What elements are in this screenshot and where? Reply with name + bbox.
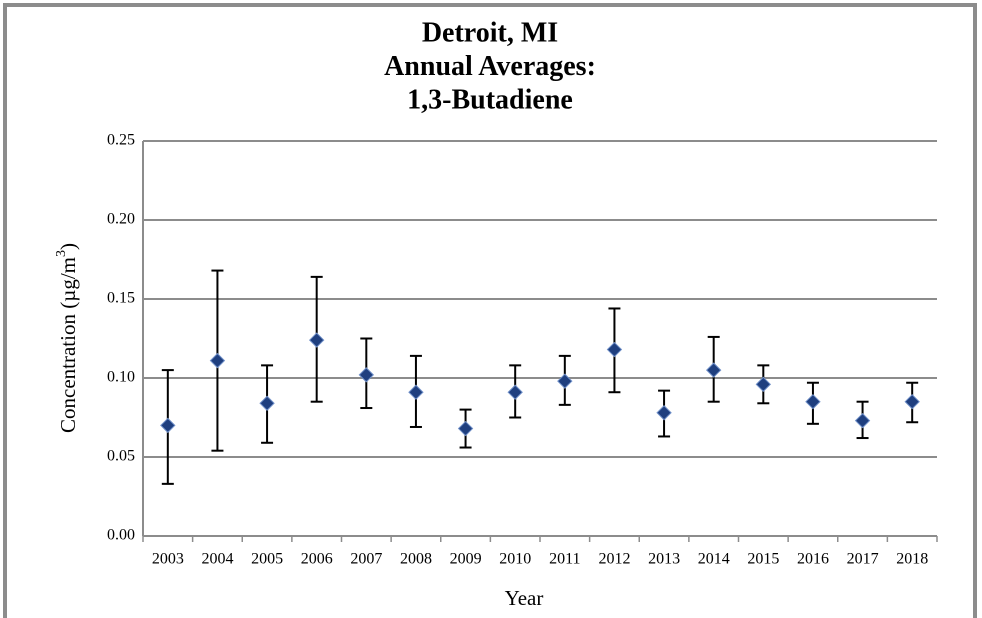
x-tick-label: 2004 — [201, 551, 233, 568]
x-tick-label: 2007 — [350, 551, 382, 568]
point — [854, 412, 871, 429]
chart-title: Annual Averages: — [384, 51, 596, 82]
point — [457, 420, 474, 437]
y-axis-label: Concentration (µg/m3) — [54, 243, 80, 433]
x-tick-label: 2009 — [450, 551, 482, 568]
point — [705, 362, 722, 378]
x-tick-label: 2010 — [499, 551, 531, 568]
x-tick-label: 2008 — [400, 551, 432, 568]
point — [308, 332, 325, 348]
x-tick-label: 2005 — [251, 551, 283, 568]
point — [507, 384, 523, 400]
y-tick-label: 0.25 — [107, 132, 135, 149]
point — [755, 376, 772, 393]
x-tick-label: 2003 — [152, 551, 184, 568]
y-tick-label: 0.00 — [107, 527, 135, 544]
x-tick-label: 2017 — [847, 551, 879, 568]
point — [408, 384, 424, 400]
x-tick-label: 2016 — [797, 551, 829, 568]
chart-title: Detroit, MI — [422, 17, 558, 48]
x-tick-label: 2011 — [549, 551, 580, 568]
y-axis-label-text: Concentration (µg/m — [56, 257, 80, 433]
point — [656, 405, 672, 421]
chart-title: 1,3-Butadiene — [407, 84, 573, 115]
point — [606, 341, 623, 358]
x-tick-label: 2018 — [896, 551, 928, 568]
y-tick-label: 0.15 — [107, 290, 135, 307]
y-axis-label-superscript: 3 — [54, 250, 69, 257]
x-tick-label: 2013 — [648, 551, 680, 568]
point — [160, 417, 176, 434]
x-axis-label: Year — [505, 586, 544, 610]
point — [209, 352, 226, 369]
y-tick-label: 0.20 — [107, 211, 135, 228]
x-tick-label: 2014 — [698, 551, 730, 568]
y-tick-label: 0.05 — [107, 448, 135, 465]
point — [904, 393, 920, 410]
y-axis-label-suffix: ) — [56, 243, 80, 250]
point — [805, 393, 821, 410]
x-tick-label: 2015 — [747, 551, 779, 568]
y-tick-label: 0.10 — [107, 369, 135, 386]
x-tick-label: 2006 — [301, 551, 333, 568]
point — [358, 367, 375, 383]
point — [557, 373, 573, 389]
chart-frame — [3, 3, 977, 618]
point — [259, 395, 275, 411]
x-tick-label: 2012 — [598, 551, 630, 568]
